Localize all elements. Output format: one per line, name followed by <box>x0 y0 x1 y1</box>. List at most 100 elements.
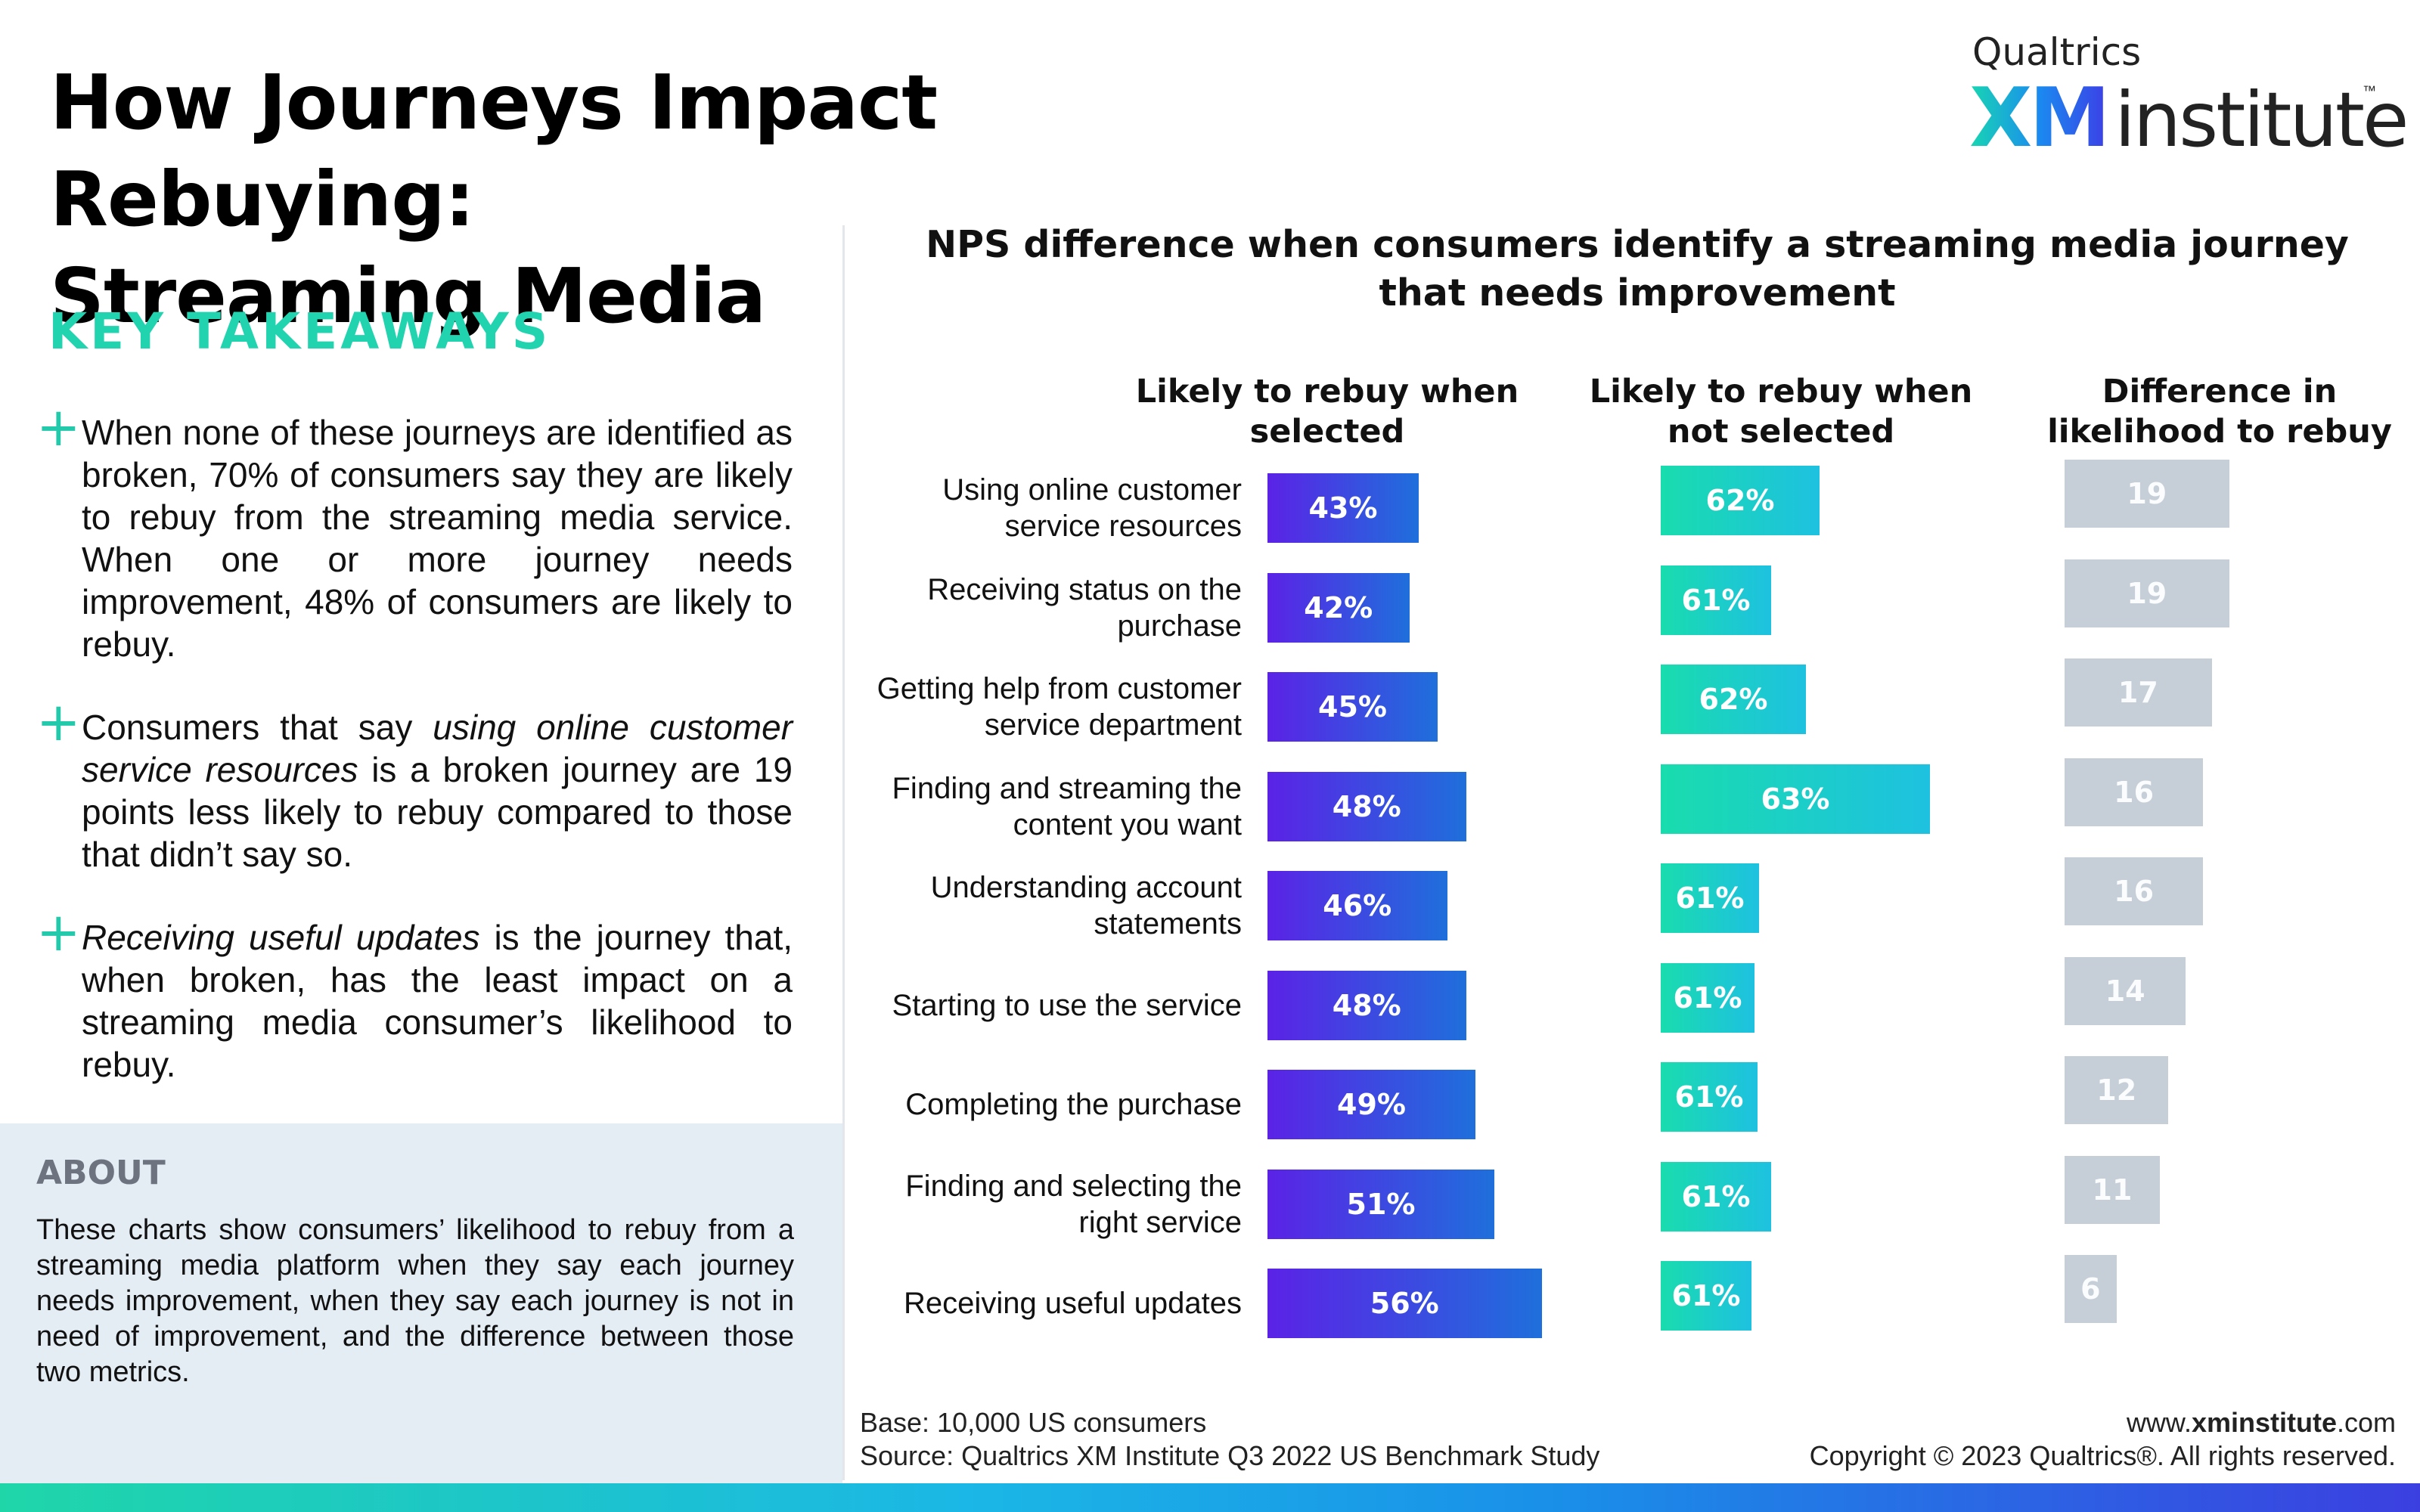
logo-institute: institute <box>2114 76 2409 164</box>
bar-value-label: 46% <box>1323 889 1392 922</box>
row-label: Getting help from customer service depart… <box>847 671 1242 743</box>
bar-value-label: 19 <box>2127 477 2167 510</box>
about-heading: ABOUT <box>36 1154 166 1192</box>
row-label-line: Receiving status on the <box>927 572 1242 606</box>
bar-difference: 17 <box>2065 658 2212 727</box>
bar-not-selected: 62% <box>1661 665 1806 734</box>
bar-value-label: 61% <box>1671 1279 1741 1312</box>
bar-value-label: 16 <box>2114 875 2155 908</box>
row-label-line: purchase <box>1117 609 1242 643</box>
bar-value-label: 16 <box>2114 775 2155 809</box>
plus-icon: + <box>36 901 81 963</box>
takeaway-text-post: is a broken journey are 19 points less l… <box>82 750 793 874</box>
bar-value-label: 43% <box>1308 491 1378 525</box>
column-header-line1: Likely to rebuy when <box>1135 373 1519 411</box>
footer-source: Source: Qualtrics XM Institute Q3 2022 U… <box>860 1440 1600 1471</box>
takeaway-text-emphasis: Receiving useful updates <box>82 918 480 957</box>
bar-not-selected: 61% <box>1661 962 1754 1033</box>
row-label-line: Receiving useful updates <box>904 1287 1242 1320</box>
takeaway-item-3: + Receiving useful updates is the journe… <box>36 906 793 1086</box>
takeaway-text: When none of these journeys are identifi… <box>82 413 793 664</box>
row-label-line: Starting to use the service <box>892 988 1242 1022</box>
row-label: Receiving useful updates <box>847 1285 1242 1321</box>
footer-copyright-block: www.xminstitute.com Copyright © 2023 Qua… <box>1810 1406 2396 1473</box>
column-header-line2: not selected <box>1667 413 1895 451</box>
row-label-line: Finding and selecting the <box>905 1169 1242 1203</box>
takeaway-text-post: is the journey that, when broken, has th… <box>82 918 793 1084</box>
bar-not-selected: 61% <box>1661 1062 1758 1132</box>
column-header-line1: Likely to rebuy when <box>1589 373 1973 411</box>
row-label-line: content you want <box>1013 807 1242 841</box>
takeaway-item-1: + When none of these journeys are identi… <box>36 401 793 665</box>
takeaway-text: Receiving useful updates is the journey … <box>82 916 793 1086</box>
bar-difference: 19 <box>2065 559 2229 627</box>
bar-difference: 12 <box>2065 1056 2169 1124</box>
bar-selected: 48% <box>1267 771 1466 841</box>
column-header-selected: Likely to rebuy when selected <box>1134 372 1520 452</box>
bar-difference: 14 <box>2065 956 2186 1025</box>
bar-not-selected: 62% <box>1661 466 1820 535</box>
row-label: Starting to use the service <box>847 987 1242 1024</box>
bar-not-selected: 61% <box>1661 1261 1751 1331</box>
logo-trademark: ™ <box>2363 83 2376 98</box>
footer-url-domain: xminstitute <box>2191 1407 2337 1438</box>
row-label-line: service department <box>984 708 1242 742</box>
bar-not-selected: 63% <box>1661 764 1930 834</box>
row-label-line: Finding and streaming the <box>892 771 1243 805</box>
bar-not-selected: 61% <box>1661 565 1771 635</box>
bar-value-label: 63% <box>1761 782 1830 816</box>
bar-value-label: 42% <box>1304 590 1373 624</box>
takeaway-text-emphasis: using online customer service resources <box>82 708 793 789</box>
row-label-line: right service <box>1078 1205 1242 1239</box>
bar-selected: 49% <box>1267 1070 1475 1139</box>
bar-selected: 42% <box>1267 572 1410 643</box>
column-header-not-selected: Likely to rebuy when not selected <box>1573 372 1989 452</box>
footer-url[interactable]: www.xminstitute.com <box>1810 1406 2396 1439</box>
bar-value-label: 61% <box>1681 583 1751 617</box>
section-divider <box>842 225 845 1480</box>
bar-difference: 11 <box>2065 1155 2160 1224</box>
row-label: Using online customer service resources <box>847 472 1242 544</box>
row-label-line: statements <box>1094 907 1242 940</box>
bar-difference: 16 <box>2065 758 2204 826</box>
page-title-line1: How Journeys Impact Rebuying: <box>50 58 938 243</box>
bar-difference: 19 <box>2065 460 2229 528</box>
takeaway-item-2: + Consumers that say using online custom… <box>36 696 793 875</box>
plus-icon: + <box>36 691 81 753</box>
bar-not-selected: 61% <box>1661 1161 1771 1232</box>
chart-title-line2: that needs improvement <box>1379 271 1896 314</box>
footer-url-prefix: www. <box>2126 1407 2192 1438</box>
bar-selected: 43% <box>1267 473 1419 543</box>
footer-copyright: Copyright © 2023 Qualtrics®. All rights … <box>1809 1440 2396 1471</box>
row-label: Completing the purchase <box>847 1086 1242 1123</box>
bar-difference: 6 <box>2065 1255 2117 1323</box>
column-header-difference: Difference in likelihood to rebuy <box>2012 372 2420 452</box>
bar-value-label: 56% <box>1370 1287 1439 1320</box>
column-header-line2: likelihood to rebuy <box>2047 413 2392 451</box>
row-label-line: Getting help from customer <box>876 672 1242 705</box>
bar-value-label: 61% <box>1675 881 1745 915</box>
page-title: How Journeys Impact Rebuying: Streaming … <box>50 54 1336 345</box>
bar-selected: 48% <box>1267 970 1466 1040</box>
row-label-line: Understanding account <box>930 871 1242 904</box>
bar-selected: 51% <box>1267 1169 1494 1239</box>
row-label: Finding and selecting the right service <box>847 1168 1242 1241</box>
bar-value-label: 61% <box>1674 1080 1744 1114</box>
takeaway-text-pre: Consumers that say <box>82 708 433 747</box>
about-text: These charts show consumers’ likelihood … <box>36 1214 794 1388</box>
takeaway-text: Consumers that say using online customer… <box>82 706 793 875</box>
bar-selected: 45% <box>1267 672 1438 742</box>
bar-value-label: 17 <box>2118 676 2158 709</box>
bar-selected: 46% <box>1267 871 1447 940</box>
row-label-line: service resources <box>1004 510 1242 543</box>
bar-value-label: 61% <box>1673 981 1742 1015</box>
footer-sources: Base: 10,000 US consumers Source: Qualtr… <box>860 1406 1599 1473</box>
bar-value-label: 11 <box>2092 1173 2133 1207</box>
bar-value-label: 62% <box>1699 683 1768 716</box>
bar-selected: 56% <box>1267 1269 1542 1338</box>
row-label-line: Completing the purchase <box>905 1088 1242 1121</box>
bar-value-label: 51% <box>1346 1187 1416 1221</box>
logo-brand: Qualtrics <box>1972 30 2142 74</box>
bar-value-label: 62% <box>1705 484 1775 517</box>
